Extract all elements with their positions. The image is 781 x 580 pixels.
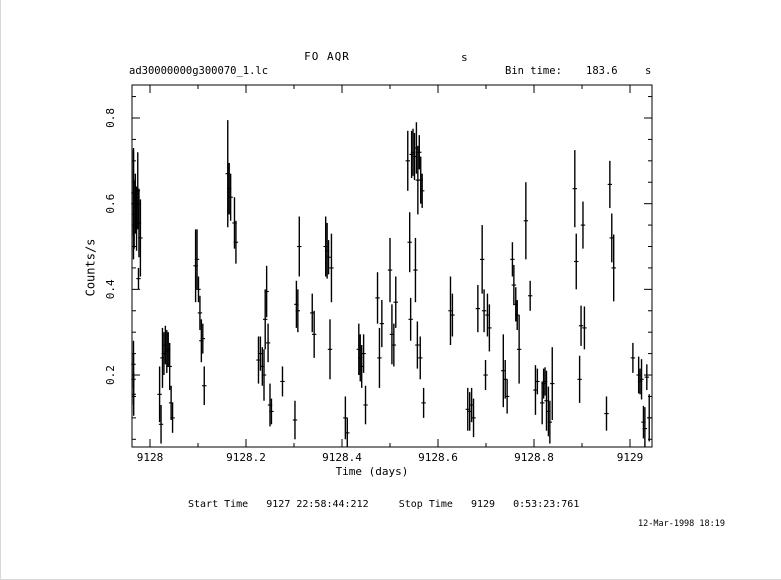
data-series <box>131 120 652 447</box>
plot-title: FO AQR <box>304 50 350 63</box>
bin-time-value: 183.6 <box>586 65 618 77</box>
plot-timestamp: 12-Mar-1998 18:19 <box>638 519 725 529</box>
plot-frame <box>131 84 653 448</box>
y-tick-label: 0.6 <box>104 194 117 214</box>
y-tick-label: 0.4 <box>104 279 117 299</box>
x-tick-label: 9128.8 <box>514 451 554 464</box>
x-tick-label: 9128.4 <box>322 451 362 464</box>
series-file-label: ad30000000g300070_1.lc <box>129 65 269 77</box>
bin-time-unit: s <box>645 65 652 77</box>
start-stop-time-line: Start Time 9127 22:58:44:212 Stop Time 9… <box>188 499 580 510</box>
y-tick-label: 0.8 <box>104 108 117 128</box>
bin-time-label: Bin time: <box>505 65 562 77</box>
x-tick-label: 9128.6 <box>418 451 458 464</box>
x-tick-label: 9128 <box>137 451 164 464</box>
y-tick-label: 0.2 <box>104 365 117 385</box>
x-tick-label: 9129 <box>617 451 644 464</box>
title-unit-suffix: s <box>461 51 468 64</box>
y-axis-title: Counts/s <box>83 238 98 297</box>
x-tick-label: 9128.2 <box>226 451 266 464</box>
x-axis-title: Time (days) <box>335 465 409 478</box>
